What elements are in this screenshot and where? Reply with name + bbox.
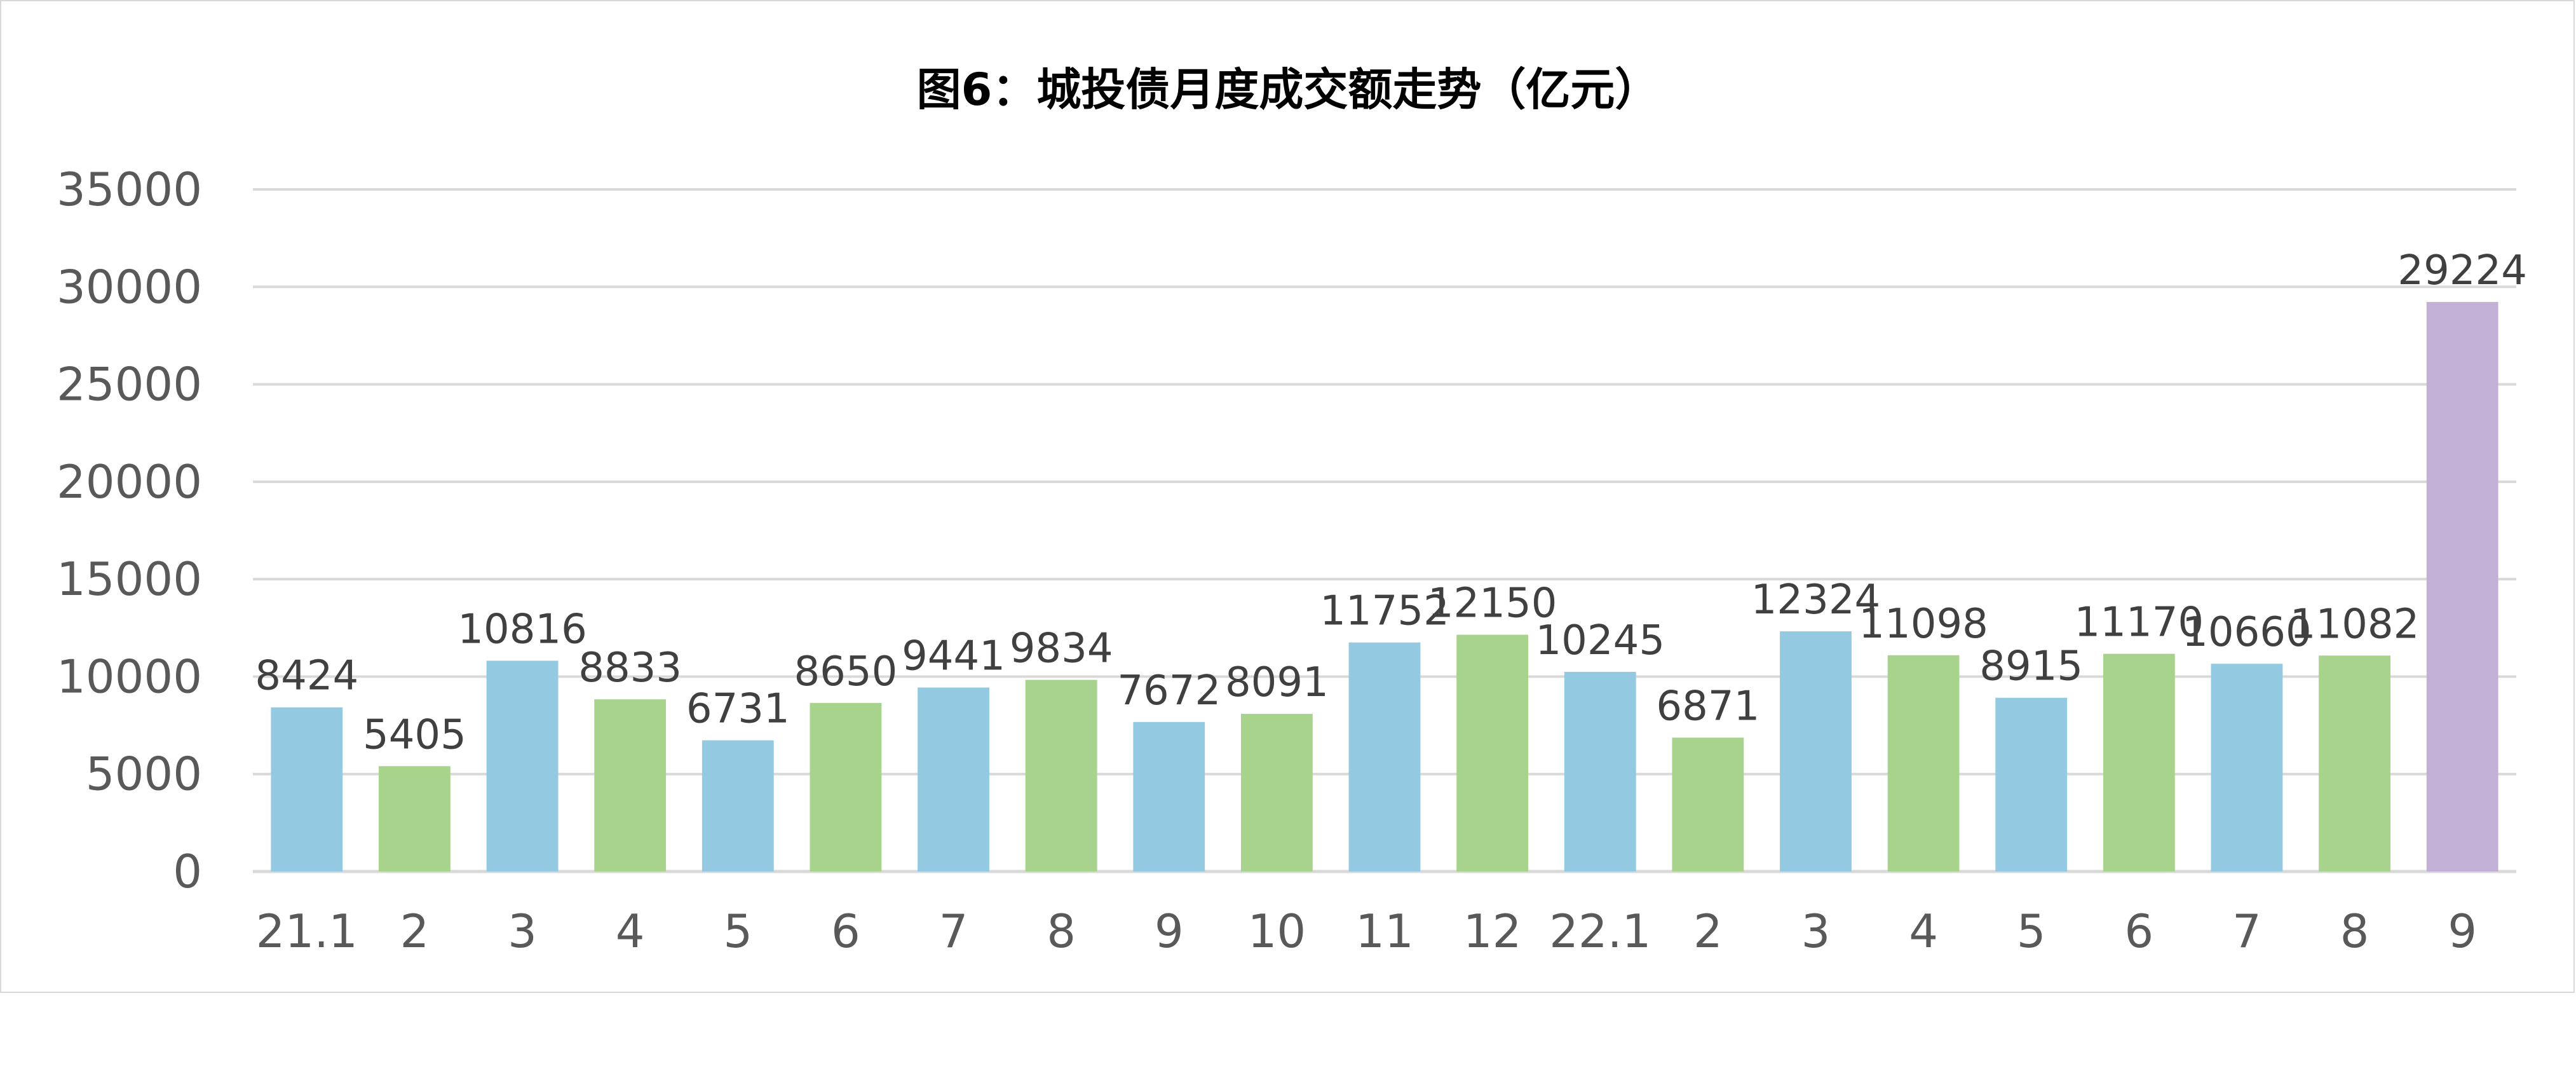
y-tick-label: 5000 <box>86 748 202 801</box>
chart-title: 图6：城投债月度成交额走势（亿元） <box>916 64 1660 116</box>
x-tick-label: 6 <box>831 905 860 958</box>
data-label: 6731 <box>686 686 790 733</box>
data-label: 11082 <box>2290 601 2420 648</box>
x-tick-label: 2 <box>1693 905 1723 958</box>
data-label: 29224 <box>2397 247 2527 294</box>
bar <box>810 702 882 872</box>
x-tick-label: 7 <box>939 905 968 958</box>
x-tick-label: 8 <box>1047 905 1076 958</box>
x-tick-label: 21.1 <box>256 905 358 958</box>
x-tick-label: 9 <box>2448 905 2477 958</box>
bar <box>2426 302 2498 872</box>
data-label: 10245 <box>1535 617 1665 664</box>
data-label: 8650 <box>794 648 897 695</box>
x-tick-label: 4 <box>616 905 645 958</box>
y-tick-label: 0 <box>173 845 202 898</box>
x-tick-label: 7 <box>2232 905 2261 958</box>
data-label: 11098 <box>1859 601 1988 648</box>
bar <box>594 699 667 872</box>
data-label: 8424 <box>255 653 358 700</box>
bar <box>1133 721 1205 872</box>
data-label: 9441 <box>902 633 1005 680</box>
bar <box>2103 653 2175 872</box>
bar <box>1240 713 1313 872</box>
x-tick-label: 3 <box>1801 905 1831 958</box>
y-tick-label: 30000 <box>57 260 202 313</box>
x-tick-label: 3 <box>508 905 537 958</box>
bar <box>702 740 774 872</box>
bar <box>271 707 343 872</box>
bar <box>2211 664 2283 872</box>
data-label: 5405 <box>363 711 466 758</box>
data-label: 8915 <box>1979 643 2083 690</box>
x-tick-label: 2 <box>400 905 430 958</box>
bar <box>918 687 989 872</box>
x-tick-label: 12 <box>1463 905 1522 958</box>
bar <box>379 766 451 872</box>
data-label: 10816 <box>458 606 587 653</box>
y-tick-label: 15000 <box>57 552 202 606</box>
bar <box>1995 697 2068 872</box>
x-tick-label: 22.1 <box>1549 905 1651 958</box>
x-tick-label: 8 <box>2340 905 2369 958</box>
bar <box>486 660 559 872</box>
x-tick-label: 11 <box>1355 905 1414 958</box>
y-tick-label: 35000 <box>57 163 202 216</box>
y-tick-label: 20000 <box>57 455 202 509</box>
bar <box>1348 642 1421 872</box>
data-label: 8833 <box>578 645 682 692</box>
x-tick-label: 4 <box>1909 905 1938 958</box>
data-label: 11170 <box>2075 599 2204 646</box>
bar <box>1456 634 1529 872</box>
y-tick-label: 25000 <box>57 358 202 411</box>
data-label: 11752 <box>1320 588 1449 635</box>
data-label: 12150 <box>1428 580 1557 627</box>
data-label: 12324 <box>1751 577 1881 624</box>
data-label: 8091 <box>1225 659 1329 706</box>
x-tick-label: 9 <box>1155 905 1184 958</box>
y-tick-label: 10000 <box>57 650 202 703</box>
x-tick-label: 10 <box>1248 905 1306 958</box>
x-tick-label: 6 <box>2124 905 2153 958</box>
bar <box>1025 680 1097 872</box>
bar <box>1564 671 1636 872</box>
data-label: 7672 <box>1117 667 1221 714</box>
bar <box>2319 655 2390 872</box>
data-label: 9834 <box>1010 625 1113 673</box>
bar <box>1887 655 1960 872</box>
data-label: 6871 <box>1656 683 1759 730</box>
x-tick-label: 5 <box>723 905 752 958</box>
bar <box>1672 737 1744 872</box>
bar <box>1780 631 1852 872</box>
x-tick-label: 5 <box>2017 905 2046 958</box>
data-label: 10660 <box>2182 609 2312 656</box>
